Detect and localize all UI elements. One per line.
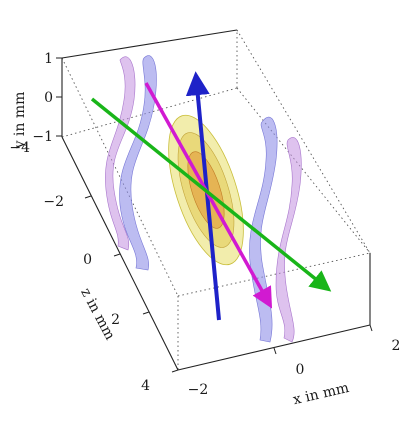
wave-ribbon-left <box>105 55 157 271</box>
z-tick-mark <box>142 311 150 315</box>
z-tick-label: −2 <box>43 194 64 210</box>
hidden-edge <box>61 57 179 297</box>
x-tick-label: 0 <box>296 362 305 378</box>
y-tick-labels: 1 0 −1 <box>32 51 53 145</box>
y-tick-label: −1 <box>32 129 53 145</box>
box-edge <box>177 324 371 371</box>
y-tick-label: 0 <box>44 90 53 106</box>
arrow-green <box>90 97 332 292</box>
hidden-edge <box>236 29 371 254</box>
z-tick-mark <box>113 253 121 257</box>
z-tick-labels: −4 −2 0 2 4 <box>9 140 150 394</box>
box-edge <box>61 136 179 371</box>
wave-ribbon-purple-right <box>275 137 302 343</box>
x-axis-label: x in mm <box>292 380 351 408</box>
hidden-edge <box>177 252 371 297</box>
wave-ribbon-blue-left <box>119 55 157 271</box>
y-tick-label: 1 <box>44 51 53 67</box>
box-edge <box>61 29 238 59</box>
x-tick-labels: −2 0 2 <box>188 338 401 398</box>
y-axis-label: y in mm <box>12 92 28 150</box>
x-tick-label: 2 <box>392 338 401 354</box>
hidden-edge <box>236 87 371 254</box>
z-tick-mark <box>84 195 92 199</box>
wave-ribbon-purple-left <box>105 56 136 251</box>
wave-ribbon-right <box>249 116 302 343</box>
x-tick-mark <box>369 324 373 332</box>
tick-marks <box>56 57 373 373</box>
z-tick-label: 2 <box>111 312 120 328</box>
z-tick-label: 0 <box>83 252 92 268</box>
z-tick-label: 4 <box>141 378 150 394</box>
z-tick-mark <box>171 369 179 373</box>
x-tick-label: −2 <box>188 382 209 398</box>
box-visible-edges <box>61 29 371 371</box>
arrow-blue <box>185 71 221 321</box>
z-tick-label: −4 <box>9 140 30 156</box>
x-tick-mark <box>273 347 277 355</box>
